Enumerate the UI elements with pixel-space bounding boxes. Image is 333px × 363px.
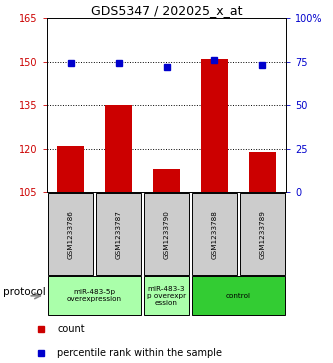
Text: GSM1233788: GSM1233788 — [211, 210, 217, 258]
Text: miR-483-3
p overexpr
ession: miR-483-3 p overexpr ession — [147, 286, 186, 306]
Text: GSM1233790: GSM1233790 — [164, 210, 169, 258]
Bar — [249, 152, 276, 192]
Text: GSM1233786: GSM1233786 — [68, 210, 74, 258]
Bar — [48, 193, 93, 275]
Text: miR-483-5p
overexpression: miR-483-5p overexpression — [67, 289, 122, 302]
Text: protocol: protocol — [3, 287, 46, 297]
Title: GDS5347 / 202025_x_at: GDS5347 / 202025_x_at — [91, 4, 242, 17]
Bar — [105, 105, 132, 192]
Bar — [192, 193, 237, 275]
Bar — [153, 169, 180, 192]
Text: GSM1233789: GSM1233789 — [259, 210, 265, 258]
Bar — [240, 193, 285, 275]
Bar — [57, 146, 84, 192]
Bar — [201, 59, 228, 192]
Bar — [96, 193, 141, 275]
Text: control: control — [226, 293, 251, 299]
Bar — [192, 276, 285, 315]
Text: count: count — [57, 324, 85, 334]
Text: GSM1233787: GSM1233787 — [116, 210, 122, 258]
Bar — [144, 193, 189, 275]
Bar — [48, 276, 141, 315]
Text: percentile rank within the sample: percentile rank within the sample — [57, 348, 222, 358]
Bar — [144, 276, 189, 315]
